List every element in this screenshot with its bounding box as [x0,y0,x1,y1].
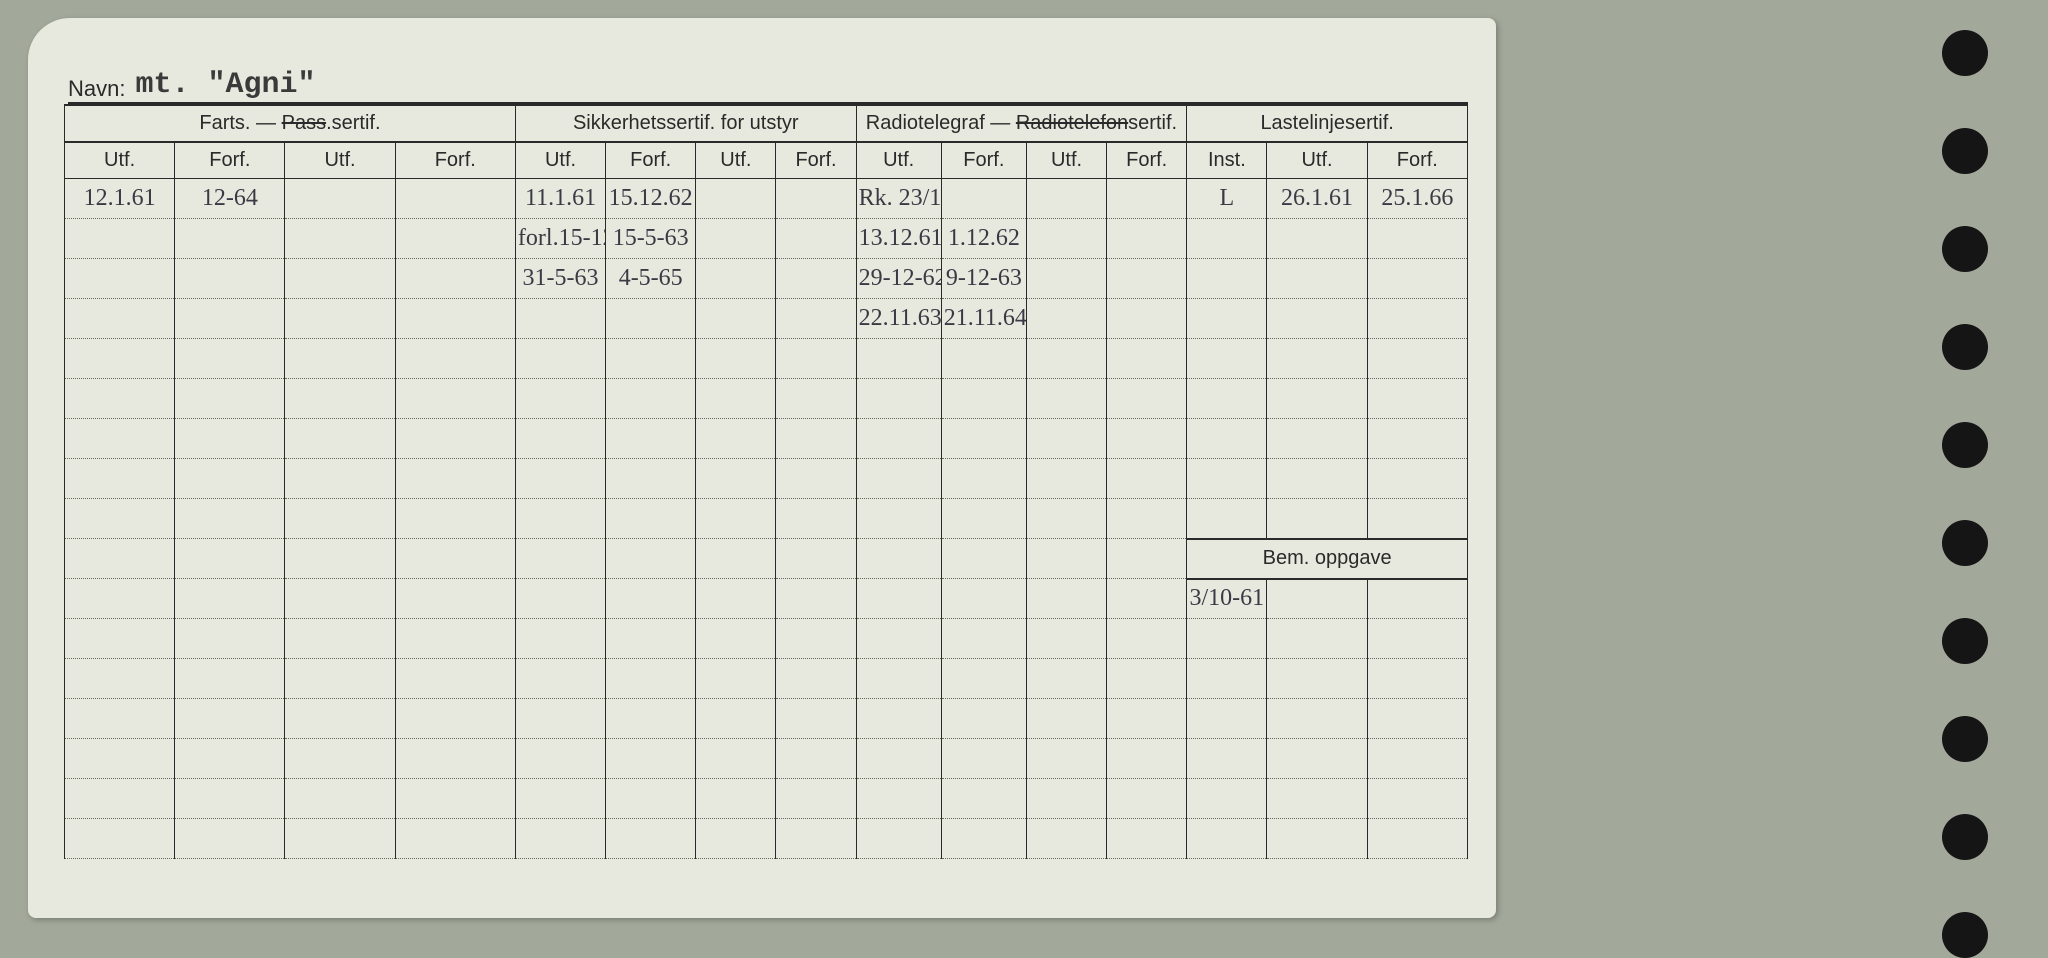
table-row: 22.11.6321.11.64 [65,299,1468,339]
col-forf: Forf. [1367,142,1467,179]
table-row: forl.15-12-6215-5-63 13.12.611.12.62 [65,219,1468,259]
table-row [65,499,1468,539]
col-utf: Utf. [1026,142,1106,179]
binder-holes [1942,30,1988,958]
group-radio: Radiotelegraf — Radiotelefonsertif. [856,105,1187,142]
table-row [65,739,1468,779]
col-forf: Forf. [941,142,1026,179]
bem-label: Bem. oppgave [1187,539,1468,579]
table-row [65,819,1468,859]
col-forf: Forf. [175,142,285,179]
table-row [65,699,1468,739]
certificate-table: Farts. — Pass.sertif. Sikkerhetssertif. … [64,104,1468,859]
punch-hole [1942,716,1988,762]
table-row: 31-5-634-5-65 29-12-629-12-63 [65,259,1468,299]
table-row [65,379,1468,419]
group-laste: Lastelinjesertif. [1187,105,1468,142]
col-forf: Forf. [1107,142,1187,179]
group-farts: Farts. — Pass.sertif. [65,105,516,142]
bem-header-row: Bem. oppgave [65,539,1468,579]
col-utf: Utf. [696,142,776,179]
table-row [65,339,1468,379]
punch-hole [1942,520,1988,566]
table-row [65,459,1468,499]
table-row: 12.1.61 12-64 11.1.61 15.12.62 Rk. 23/1.… [65,179,1468,219]
table-row [65,779,1468,819]
punch-hole [1942,226,1988,272]
col-forf: Forf. [395,142,515,179]
record-card: Navn: mt. "Agni" Farts. — Pass.sertif. S… [28,18,1496,918]
col-utf: Utf. [285,142,395,179]
group-sikker: Sikkerhetssertif. for utstyr [515,105,856,142]
col-forf: Forf. [776,142,856,179]
name-value: mt. "Agni" [135,68,315,102]
table-row [65,619,1468,659]
punch-hole [1942,422,1988,468]
punch-hole [1942,30,1988,76]
col-forf: Forf. [606,142,696,179]
col-utf: Utf. [856,142,941,179]
punch-hole [1942,128,1988,174]
col-utf: Utf. [65,142,175,179]
punch-hole [1942,324,1988,370]
name-row: Navn: mt. "Agni" [68,58,1468,104]
col-inst: Inst. [1187,142,1267,179]
punch-hole [1942,618,1988,664]
col-utf: Utf. [1267,142,1367,179]
name-label: Navn: [68,76,125,102]
punch-hole [1942,912,1988,958]
punch-hole [1942,814,1988,860]
table-row [65,659,1468,699]
col-utf: Utf. [515,142,605,179]
table-row: 3/10-61 [65,579,1468,619]
table-row [65,419,1468,459]
table-body: 12.1.61 12-64 11.1.61 15.12.62 Rk. 23/1.… [65,179,1468,859]
